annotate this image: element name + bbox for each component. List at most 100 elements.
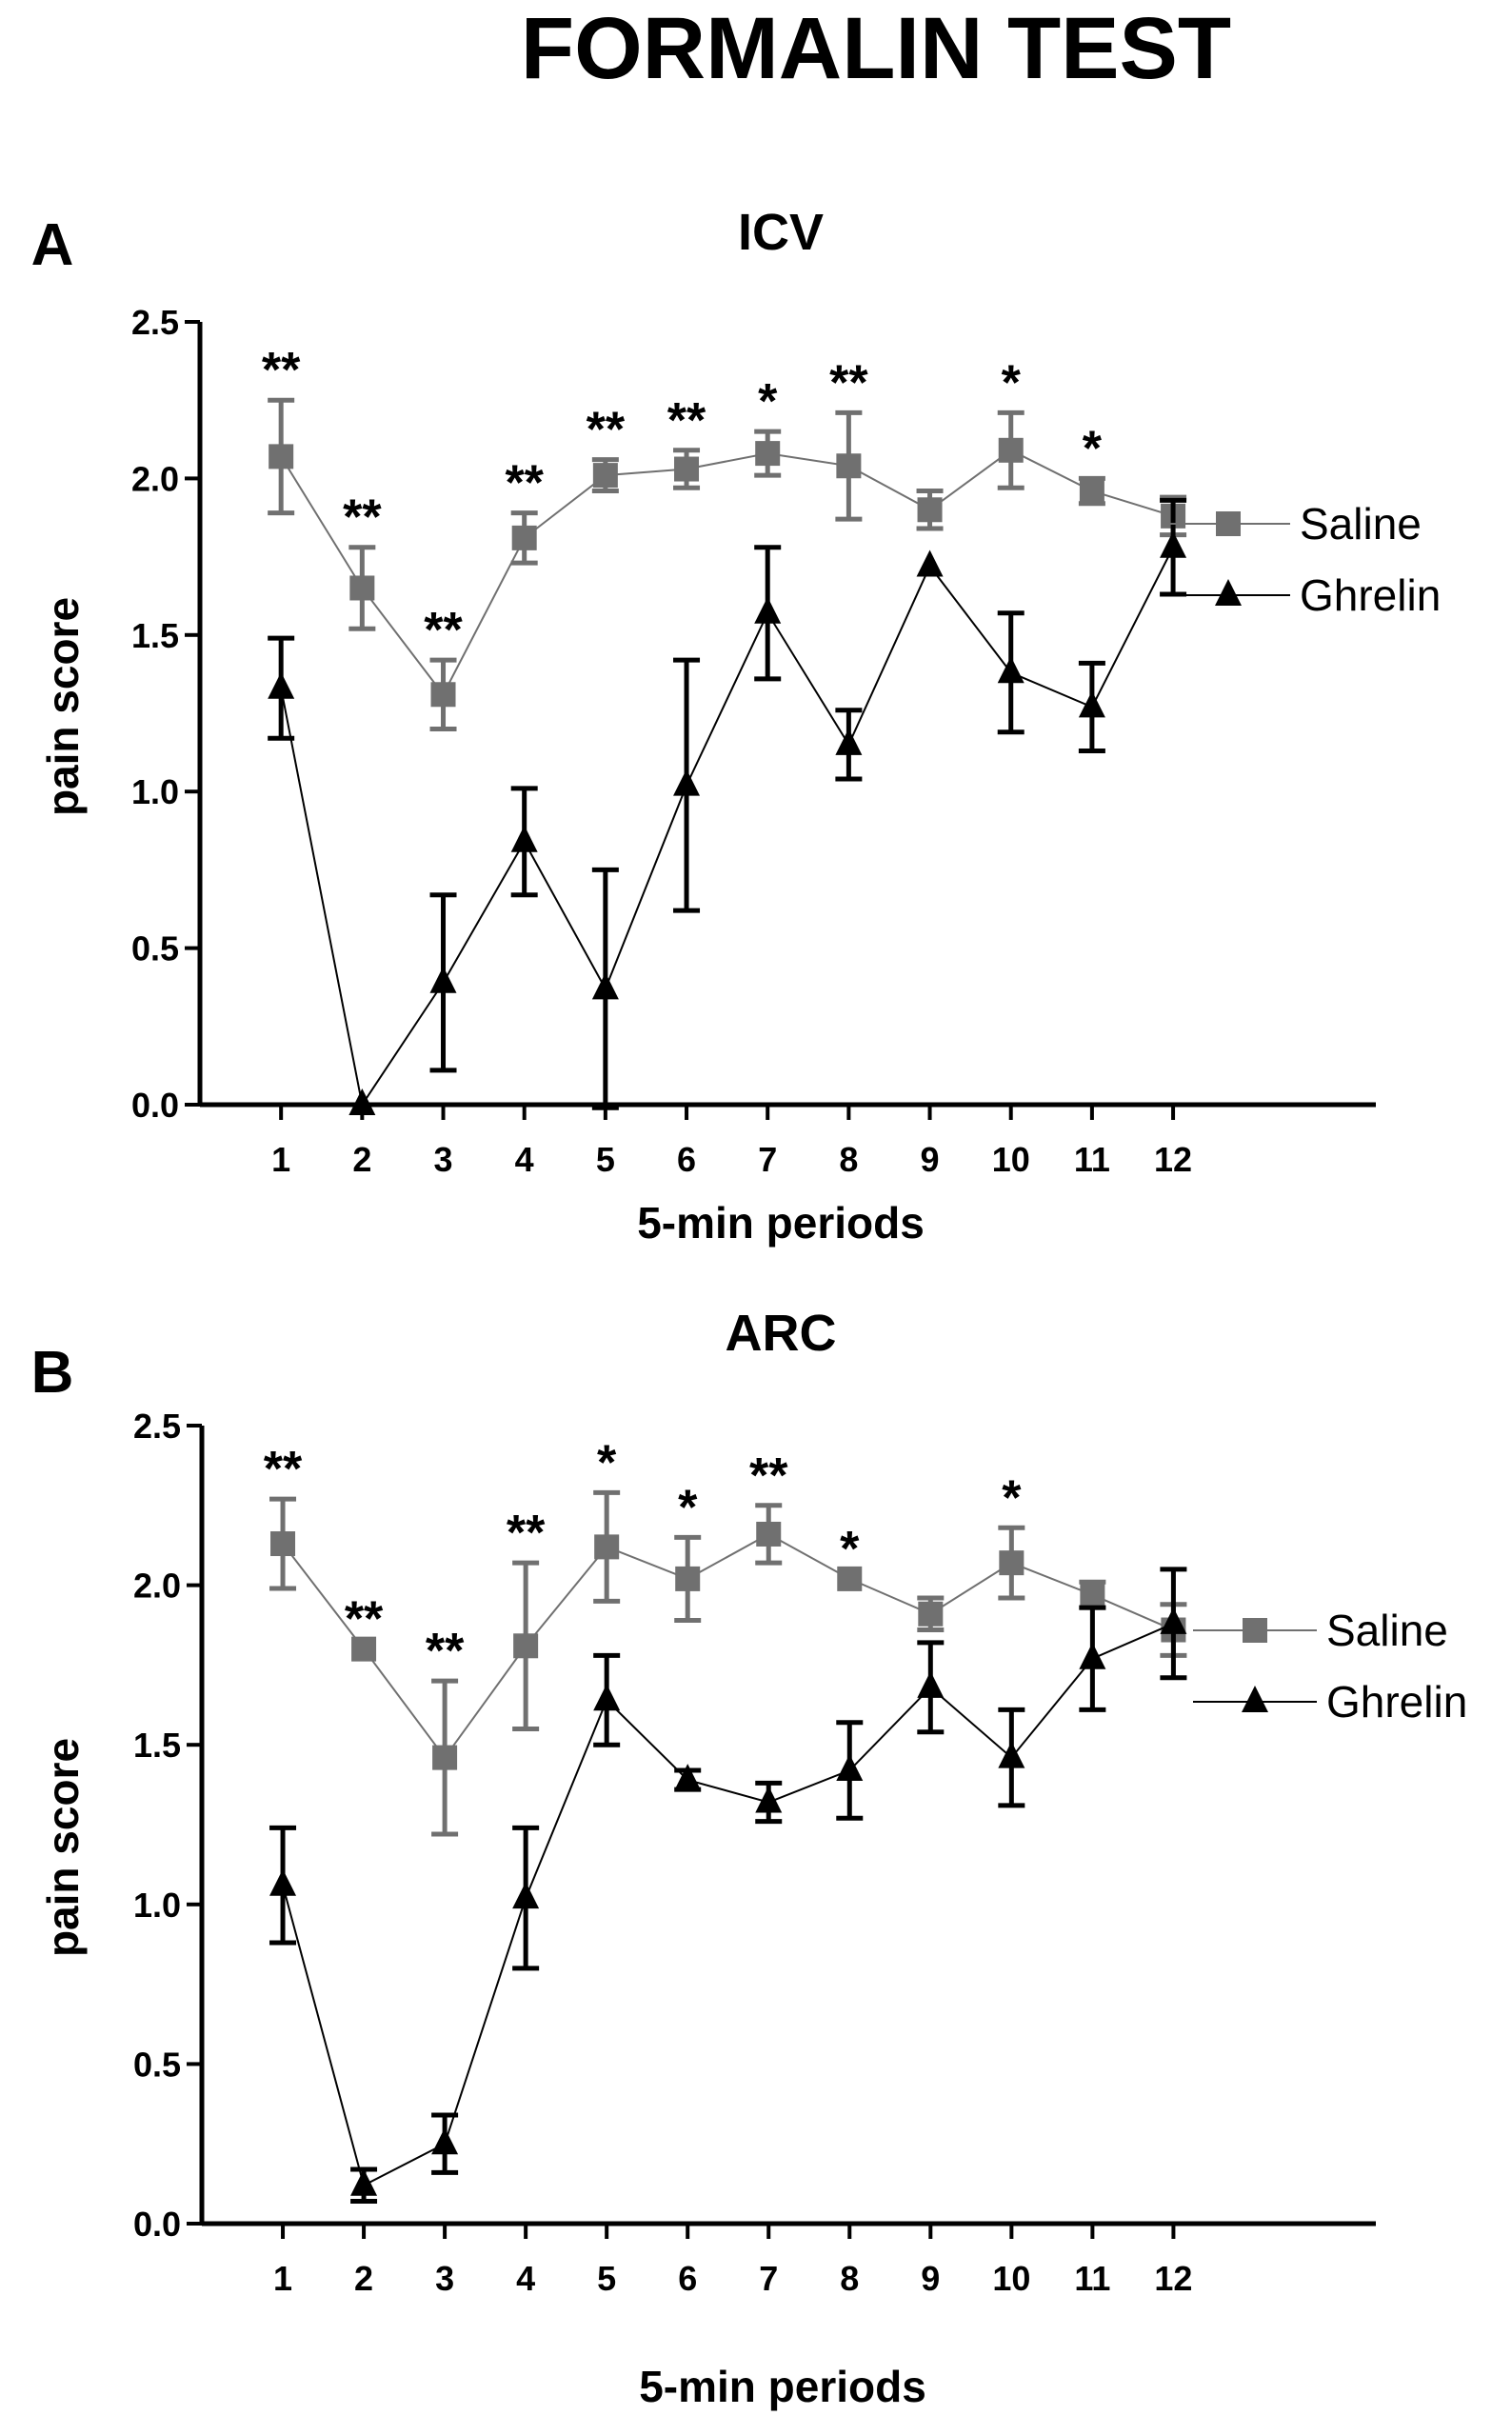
ghrelin-point — [1160, 1607, 1187, 1634]
x-tick-label: 4 — [515, 1140, 534, 1179]
x-tick-label: 5 — [597, 2259, 616, 2298]
saline-point — [674, 456, 700, 482]
ghrelin-point — [755, 1786, 783, 1813]
saline-point — [998, 437, 1024, 463]
y-tick-label: 2.0 — [131, 459, 179, 498]
significance-label: ** — [587, 403, 626, 458]
legend-saline-marker — [1216, 511, 1241, 536]
saline-point — [430, 682, 456, 708]
saline-point — [1080, 1582, 1105, 1607]
saline-series-line — [280, 449, 1174, 697]
saline-point — [269, 444, 294, 469]
significance-label: * — [597, 1435, 617, 1490]
legend-ghrelin-marker — [1215, 579, 1242, 606]
saline-point — [351, 1636, 377, 1662]
ghrelin-point — [268, 671, 295, 699]
y-tick-label: 1.5 — [131, 616, 179, 655]
significance-label: * — [1083, 421, 1103, 476]
y-axis-label-arc: pain score — [38, 1738, 88, 1957]
significance-label: * — [1002, 1470, 1022, 1526]
saline-point — [999, 1550, 1025, 1576]
panel-letter-a: A — [31, 212, 74, 278]
x-axis-label-arc: 5-min periods — [639, 2362, 926, 2411]
ghrelin-series-line — [282, 1622, 1174, 2187]
ghrelin-series-line — [280, 547, 1174, 1108]
significance-label: ** — [345, 1592, 384, 1647]
ghrelin-point — [510, 825, 538, 852]
y-tick-label: 2.5 — [133, 1407, 181, 1446]
y-tick-label: 1.0 — [133, 1886, 181, 1925]
saline-point — [592, 463, 618, 489]
panel-arc: B ARC pain score 5-min periods 0.0 0.5 1.0… — [31, 1305, 1468, 2411]
saline-series-line — [282, 1532, 1174, 1760]
y-tick-label: 0.0 — [131, 1086, 179, 1125]
panel-title-icv: ICV — [738, 204, 824, 261]
significance-label: * — [678, 1480, 698, 1535]
x-tick-label: 10 — [992, 2259, 1030, 2298]
saline-point — [755, 441, 781, 467]
x-tick-label: 2 — [352, 1140, 371, 1179]
y-tick-label: 2.0 — [133, 1567, 181, 1606]
significance-label: ** — [264, 1442, 303, 1497]
figure-title: FORMALIN TEST — [521, 0, 1231, 97]
ghrelin-point — [998, 1741, 1025, 1768]
saline-point — [511, 525, 537, 550]
legend-ghrelin-label: Ghrelin — [1300, 570, 1441, 620]
y-tick-label: 2.5 — [131, 303, 179, 342]
significance-label: ** — [749, 1448, 788, 1504]
x-tick-label: 12 — [1154, 2259, 1192, 2298]
y-tick-label: 0.5 — [131, 929, 179, 968]
y-axis-label-icv: pain score — [38, 597, 88, 816]
saline-point — [594, 1534, 620, 1560]
saline-point — [270, 1531, 296, 1557]
ghrelin-point — [917, 1670, 945, 1698]
ghrelin-point — [1160, 530, 1187, 558]
significance-label: * — [1002, 355, 1022, 410]
saline-point — [756, 1521, 782, 1547]
ghrelin-point — [673, 769, 701, 796]
y-tick-label: 0.0 — [133, 2205, 181, 2244]
x-tick-label: 10 — [992, 1140, 1030, 1179]
y-tick-label: 0.5 — [133, 2045, 181, 2084]
x-tick-label: 5 — [596, 1140, 615, 1179]
legend-ghrelin-marker — [1242, 1686, 1268, 1712]
x-tick-label: 11 — [1074, 2259, 1110, 2298]
saline-point — [917, 497, 943, 523]
x-tick-label: 6 — [678, 2259, 697, 2298]
significance-label: ** — [667, 393, 706, 449]
x-tick-label: 2 — [354, 2259, 373, 2298]
ghrelin-point — [593, 1684, 621, 1711]
significance-label: ** — [426, 1624, 465, 1679]
x-tick-label: 3 — [434, 1140, 453, 1179]
saline-point — [432, 1745, 458, 1770]
significance-label: ** — [505, 456, 544, 511]
ghrelin-point — [591, 972, 619, 1000]
legend-saline-label: Saline — [1326, 1606, 1448, 1655]
x-tick-label: 9 — [921, 1140, 940, 1179]
significance-label: ** — [829, 355, 868, 410]
significance-label: ** — [424, 603, 463, 658]
significance-label: * — [840, 1522, 860, 1577]
significance-label: ** — [507, 1506, 546, 1561]
ghrelin-point — [512, 1882, 540, 1909]
panel-title-arc: ARC — [726, 1305, 837, 1362]
x-tick-label: 7 — [759, 2259, 778, 2298]
x-tick-label: 7 — [758, 1140, 777, 1179]
saline-point — [675, 1566, 701, 1591]
ghrelin-point — [1078, 690, 1105, 718]
ghrelin-point — [350, 2168, 378, 2196]
legend-saline-marker — [1243, 1618, 1267, 1643]
y-tick-label: 1.5 — [133, 1726, 181, 1765]
x-tick-label: 8 — [839, 1140, 858, 1179]
x-tick-label: 8 — [840, 2259, 859, 2298]
panel-icv: A ICV pain score 5-min periods 0.0 0.5 1.0… — [31, 204, 1442, 1248]
saline-point — [918, 1601, 944, 1627]
saline-point — [836, 453, 862, 479]
legend-saline-label: Saline — [1300, 499, 1422, 549]
x-tick-label: 6 — [677, 1140, 696, 1179]
significance-label: * — [758, 374, 778, 429]
ghrelin-point — [431, 2127, 459, 2155]
legend-ghrelin-label: Ghrelin — [1326, 1677, 1467, 1727]
saline-point — [837, 1566, 863, 1591]
